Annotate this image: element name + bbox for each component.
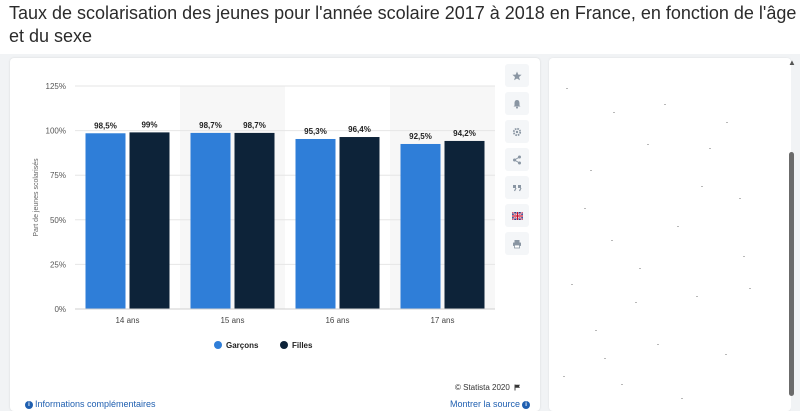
language-button[interactable] [505, 204, 529, 227]
y-tick-label: 125% [46, 82, 66, 91]
data-label: 92,5% [409, 132, 432, 141]
noise-dot [563, 376, 565, 377]
y-tick-label: 50% [50, 216, 66, 225]
noise-dot [677, 226, 679, 227]
noise-dot [595, 330, 597, 331]
noise-dot [566, 88, 568, 89]
data-label: 98,7% [243, 121, 266, 130]
noise-dot [590, 170, 592, 171]
noise-dot [613, 112, 615, 113]
noise-dot [749, 288, 751, 289]
y-tick-label: 25% [50, 260, 66, 269]
notification-button[interactable] [505, 92, 529, 115]
noise-dot [611, 240, 613, 241]
bar [339, 137, 380, 309]
noise-dot [739, 198, 741, 199]
share-button[interactable] [505, 148, 529, 171]
noise-dot [725, 354, 727, 355]
star-icon [512, 71, 522, 80]
data-label: 96,4% [348, 125, 371, 134]
print-icon [513, 239, 521, 248]
noise-dot [639, 268, 641, 269]
scroll-up-arrow-icon[interactable]: ▲ [788, 58, 796, 67]
y-tick-label: 75% [50, 171, 66, 180]
data-label: 95,3% [304, 127, 327, 136]
legend-marker [214, 341, 222, 349]
legend-label: Filles [292, 341, 313, 350]
flag-icon [514, 384, 521, 391]
scrollbar-thumb[interactable] [789, 152, 794, 396]
data-label: 98,7% [199, 121, 222, 130]
print-button[interactable] [505, 232, 529, 255]
copyright-notice: © Statista 2020 [455, 383, 521, 392]
y-tick-label: 100% [46, 127, 66, 136]
bell-icon [513, 99, 521, 109]
bar [400, 143, 441, 309]
data-label: 99% [141, 120, 157, 129]
copyright-text: © Statista 2020 [455, 383, 510, 392]
chart-toolbar [505, 64, 531, 260]
share-icon [513, 155, 521, 164]
bar [234, 132, 275, 309]
info-icon: i [25, 400, 33, 409]
noise-dot [709, 148, 711, 149]
bar [129, 132, 170, 309]
gear-icon [512, 127, 522, 136]
more-info-link[interactable]: i Informations complémentaires [23, 399, 156, 409]
bar [444, 140, 485, 309]
noise-dot [696, 296, 698, 297]
x-tick-label: 17 ans [430, 316, 454, 325]
y-tick-label: 0% [54, 305, 66, 314]
page-title: Taux de scolarisation des jeunes pour l'… [9, 3, 797, 46]
favorite-button[interactable] [505, 64, 529, 87]
quote-icon [513, 184, 522, 191]
flag-icon [511, 211, 523, 220]
legend-marker [280, 341, 288, 349]
noise-dot [584, 208, 586, 209]
noise-dot [681, 398, 683, 399]
data-label: 94,2% [453, 129, 476, 138]
side-panel [549, 58, 791, 411]
noise-dot [743, 256, 745, 257]
scrollbar-track[interactable] [791, 58, 800, 411]
bar [295, 138, 336, 309]
noise-dot [604, 358, 606, 359]
y-axis-label: Part de jeunes scolarisés [33, 158, 40, 237]
show-source-link[interactable]: Montrer la source i [450, 399, 532, 409]
noise-dot [701, 186, 703, 187]
x-tick-label: 14 ans [115, 316, 139, 325]
more-info-label: Informations complémentaires [35, 399, 156, 409]
chart-card: 0% 25% 50% 75% 100% 125% Part de jeunes scolar… [10, 58, 540, 411]
bar-chart: 0% 25% 50% 75% 100% 125% Part de jeunes scolar… [33, 82, 495, 350]
info-icon: i [522, 400, 531, 409]
noise-dot [571, 284, 573, 285]
settings-button[interactable] [505, 120, 529, 143]
noise-dot [726, 122, 728, 123]
legend-label: Garçons [226, 341, 259, 350]
x-tick-label: 15 ans [220, 316, 244, 325]
show-source-label: Montrer la source [450, 399, 521, 409]
panel-noise [549, 58, 791, 411]
x-tick-label: 16 ans [325, 316, 349, 325]
bar [85, 133, 126, 309]
cite-button[interactable] [505, 176, 529, 199]
noise-dot [621, 384, 623, 385]
data-label: 98,5% [94, 121, 117, 130]
noise-dot [635, 302, 637, 303]
bar [190, 132, 231, 309]
noise-dot [664, 104, 666, 105]
noise-dot [647, 144, 649, 145]
noise-dot [657, 344, 659, 345]
